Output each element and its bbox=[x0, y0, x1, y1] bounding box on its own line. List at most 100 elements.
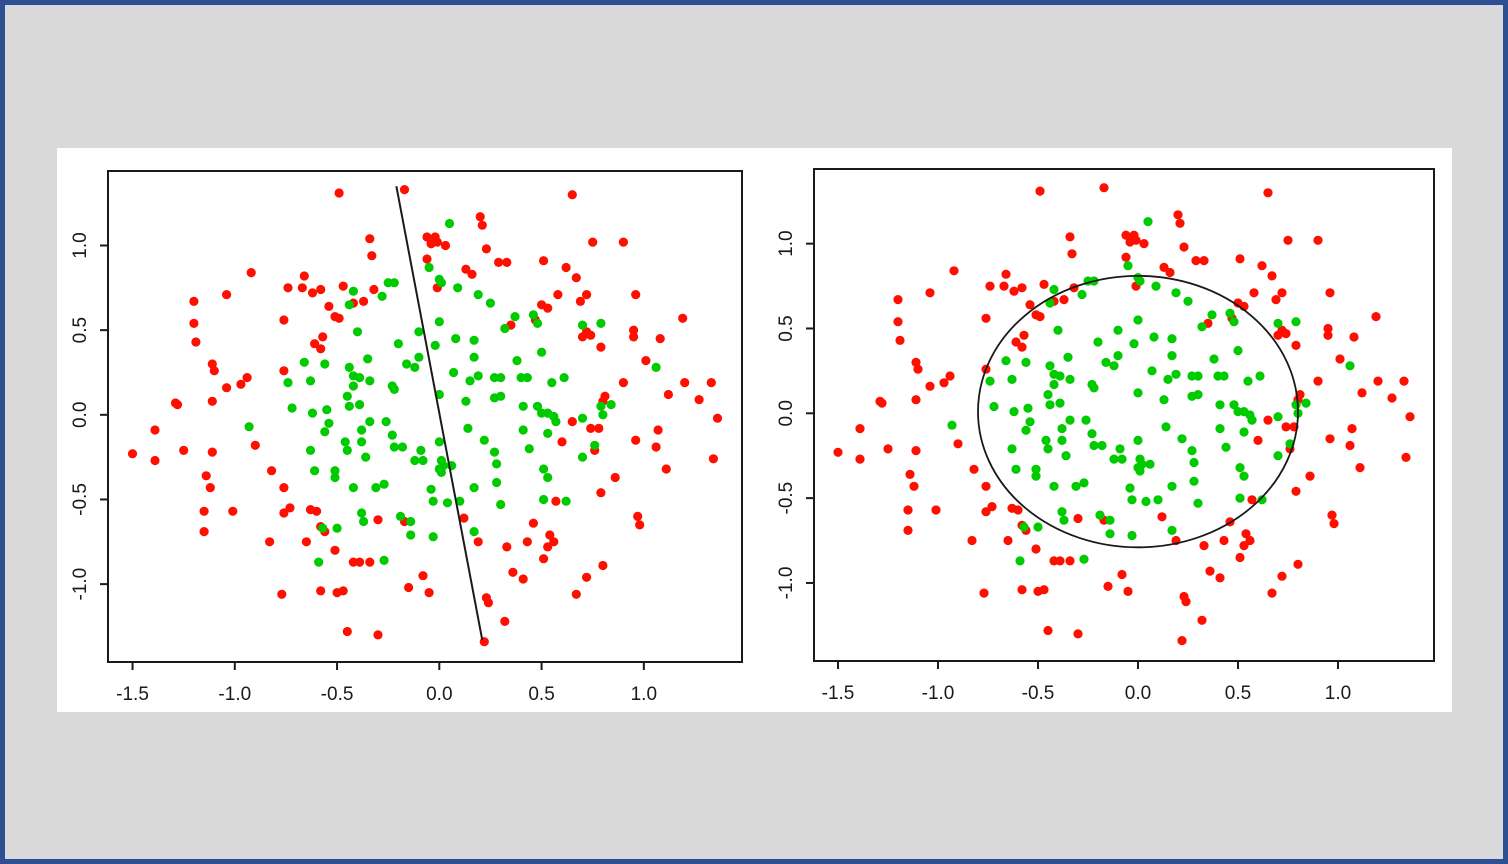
data-point-inner-class-green bbox=[1167, 481, 1177, 491]
data-point-inner-class-green bbox=[1273, 451, 1283, 461]
data-point-inner-class-green bbox=[283, 378, 293, 388]
data-point-outer-class-red bbox=[1121, 252, 1131, 262]
data-point-inner-class-green bbox=[1093, 337, 1103, 347]
data-point-outer-class-red bbox=[285, 503, 295, 513]
data-point-inner-class-green bbox=[1057, 424, 1067, 434]
y-tick-label: 0.5 bbox=[776, 315, 797, 341]
data-point-outer-class-red bbox=[334, 313, 344, 323]
data-point-outer-class-red bbox=[586, 423, 596, 433]
data-point-inner-class-green bbox=[352, 327, 363, 337]
data-point-outer-class-red bbox=[1059, 295, 1069, 305]
data-point-outer-class-red bbox=[279, 508, 289, 518]
data-point-inner-class-green bbox=[414, 352, 424, 362]
data-point-inner-class-green bbox=[1127, 495, 1137, 505]
data-point-outer-class-red bbox=[575, 296, 586, 306]
decision-boundary-line bbox=[395, 186, 484, 641]
data-point-outer-class-red bbox=[1401, 452, 1411, 462]
data-point-inner-class-green bbox=[389, 384, 399, 394]
data-point-inner-class-green bbox=[1045, 361, 1055, 371]
data-point-inner-class-green bbox=[1105, 529, 1115, 539]
data-point-inner-class-green bbox=[1025, 417, 1035, 427]
data-point-inner-class-green bbox=[1043, 390, 1053, 400]
data-point-outer-class-red bbox=[661, 464, 671, 474]
data-point-inner-class-green bbox=[606, 400, 616, 410]
data-point-inner-class-green bbox=[393, 339, 403, 349]
data-point-outer-class-red bbox=[318, 332, 328, 342]
data-point-outer-class-red bbox=[925, 381, 935, 391]
data-point-inner-class-green bbox=[1041, 435, 1051, 445]
data-point-outer-class-red bbox=[369, 284, 379, 295]
data-point-inner-class-green bbox=[381, 417, 391, 427]
data-point-inner-class-green bbox=[551, 417, 561, 427]
data-point-outer-class-red bbox=[981, 507, 991, 517]
data-point-inner-class-green bbox=[402, 359, 412, 369]
data-point-inner-class-green bbox=[473, 290, 483, 300]
data-point-inner-class-green bbox=[1045, 400, 1055, 410]
data-point-inner-class-green bbox=[461, 396, 471, 406]
data-point-inner-class-green bbox=[1177, 434, 1187, 444]
data-point-outer-class-red bbox=[931, 505, 941, 515]
data-point-inner-class-green bbox=[1001, 356, 1011, 366]
data-point-inner-class-green bbox=[1113, 325, 1123, 335]
data-point-outer-class-red bbox=[297, 283, 307, 293]
data-point-outer-class-red bbox=[598, 560, 608, 571]
data-point-outer-class-red bbox=[1117, 569, 1127, 580]
data-point-outer-class-red bbox=[969, 464, 979, 474]
data-point-inner-class-green bbox=[1257, 495, 1267, 505]
data-point-inner-class-green bbox=[363, 354, 373, 364]
data-point-inner-class-green bbox=[496, 373, 506, 383]
data-point-outer-class-red bbox=[461, 264, 471, 274]
data-point-inner-class-green bbox=[361, 452, 371, 462]
data-point-inner-class-green bbox=[518, 401, 528, 411]
data-point-outer-class-red bbox=[1025, 300, 1035, 310]
data-point-outer-class-red bbox=[877, 398, 887, 408]
data-point-inner-class-green bbox=[1105, 515, 1115, 525]
data-point-inner-class-green bbox=[1015, 556, 1025, 566]
data-point-outer-class-red bbox=[1325, 434, 1335, 444]
data-point-inner-class-green bbox=[469, 527, 479, 537]
y-tick-label: 1.0 bbox=[776, 230, 797, 256]
data-point-outer-class-red bbox=[903, 505, 913, 515]
data-point-outer-class-red bbox=[246, 268, 256, 278]
data-point-inner-class-green bbox=[590, 440, 600, 450]
data-point-outer-class-red bbox=[567, 417, 577, 427]
data-point-inner-class-green bbox=[377, 291, 387, 301]
data-point-outer-class-red bbox=[424, 588, 434, 598]
data-point-inner-class-green bbox=[1019, 522, 1029, 532]
data-point-inner-class-green bbox=[539, 494, 549, 505]
data-point-outer-class-red bbox=[1267, 588, 1277, 598]
data-point-inner-class-green bbox=[389, 278, 399, 288]
data-point-inner-class-green bbox=[1189, 457, 1199, 468]
data-point-outer-class-red bbox=[1305, 471, 1315, 481]
data-point-outer-class-red bbox=[618, 237, 629, 247]
data-point-inner-class-green bbox=[532, 318, 543, 328]
data-point-outer-class-red bbox=[987, 502, 997, 512]
y-tick-label: -1.0 bbox=[70, 568, 91, 601]
data-point-outer-class-red bbox=[528, 518, 538, 528]
data-point-inner-class-green bbox=[1127, 530, 1137, 541]
data-point-outer-class-red bbox=[1073, 629, 1083, 639]
data-point-outer-class-red bbox=[1293, 559, 1303, 569]
data-point-outer-class-red bbox=[1165, 267, 1175, 278]
data-point-outer-class-red bbox=[557, 437, 567, 447]
data-point-inner-class-green bbox=[473, 371, 483, 381]
data-point-inner-class-green bbox=[1033, 522, 1043, 532]
data-point-outer-class-red bbox=[399, 185, 410, 195]
data-point-inner-class-green bbox=[299, 357, 309, 367]
data-point-inner-class-green bbox=[1291, 317, 1301, 327]
x-tick-label: -1.0 bbox=[218, 684, 251, 705]
data-point-inner-class-green bbox=[355, 373, 365, 383]
x-tick-label: -1.5 bbox=[822, 683, 855, 704]
data-point-inner-class-green bbox=[305, 376, 316, 386]
data-point-outer-class-red bbox=[855, 454, 865, 464]
data-point-outer-class-red bbox=[1313, 376, 1323, 386]
data-point-inner-class-green bbox=[1021, 357, 1031, 367]
data-point-inner-class-green bbox=[287, 403, 297, 413]
data-point-outer-class-red bbox=[543, 303, 553, 313]
data-point-outer-class-red bbox=[999, 281, 1009, 291]
data-point-outer-class-red bbox=[1159, 262, 1169, 272]
data-point-outer-class-red bbox=[1277, 571, 1287, 581]
data-point-outer-class-red bbox=[127, 449, 138, 459]
data-point-outer-class-red bbox=[1329, 519, 1339, 529]
